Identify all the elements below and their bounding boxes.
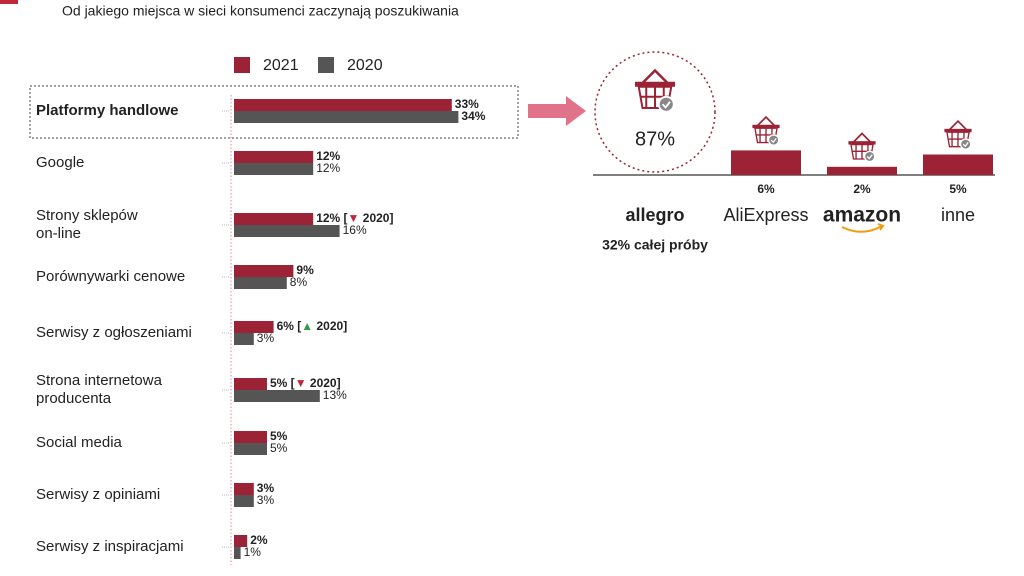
basket-rim <box>752 124 780 129</box>
legend-label: 2020 <box>347 57 383 74</box>
category-label: Platformy handlowe <box>36 102 179 119</box>
basket-tick <box>866 154 873 160</box>
value-label: 13% <box>323 388 347 402</box>
bar <box>234 483 254 495</box>
legend-label: 2021 <box>263 57 299 74</box>
basket-icon <box>752 115 780 146</box>
bar <box>234 213 314 225</box>
bar <box>234 163 314 175</box>
basket-check <box>959 138 972 150</box>
value-label: 6% <box>757 182 775 196</box>
bar <box>234 151 314 163</box>
basket-rim <box>635 81 675 87</box>
bar <box>234 111 459 123</box>
bar <box>731 150 801 175</box>
corner-mark <box>0 0 18 4</box>
bar <box>234 431 267 443</box>
value-label: 5% <box>270 441 288 455</box>
legend-swatch <box>318 57 334 73</box>
category-label: Porównywarki cenowe <box>36 268 185 285</box>
value-label: 87% <box>635 128 675 150</box>
value-label: 12% <box>316 149 340 163</box>
basket-tick <box>661 101 671 109</box>
basket-icon <box>848 132 876 163</box>
value-label: 3% <box>257 493 275 507</box>
value-label: 1% <box>244 545 262 559</box>
note: 32% całej próby <box>602 237 708 253</box>
bar <box>923 154 993 175</box>
basket-handle <box>756 115 776 127</box>
value-label: 5% <box>270 429 288 443</box>
category-label: Serwisy z ogłoszeniami <box>36 324 192 341</box>
basket-rim <box>944 128 972 133</box>
bar <box>234 277 287 289</box>
basket-handle <box>852 132 872 143</box>
value-label: 16% <box>343 223 367 237</box>
category-label: Strony sklepów on-line <box>36 207 138 242</box>
value-label: 2% <box>250 533 268 547</box>
value-label: 5% <box>949 182 967 196</box>
category-label: Google <box>36 154 84 171</box>
bar <box>234 333 254 345</box>
share-circle <box>594 51 716 173</box>
platform-logo: allegro <box>625 205 684 225</box>
platform-logo: amazon <box>823 204 901 227</box>
basket-check <box>657 95 675 113</box>
basket-rim <box>848 141 876 145</box>
bar <box>234 443 267 455</box>
basket-tick <box>962 142 969 148</box>
bar <box>234 321 274 333</box>
bar <box>234 378 267 390</box>
platform-logo: inne <box>941 205 975 225</box>
bar <box>234 99 452 111</box>
value-label: 12% <box>316 161 340 175</box>
bar <box>234 547 241 559</box>
value-label: 33% <box>455 97 479 111</box>
basket-check <box>767 134 780 146</box>
amazon-smile <box>841 223 885 233</box>
value-label: 9% <box>296 263 314 277</box>
chart-title: Od jakiego miejsca w sieci konsumenci za… <box>62 3 459 19</box>
value-label: 3% <box>257 481 275 495</box>
bar <box>234 265 294 277</box>
value-label: 8% <box>290 275 308 289</box>
value-label: 6% [▲ 2020] <box>277 319 348 333</box>
highlight-box <box>29 85 519 139</box>
legend-swatch <box>234 57 250 73</box>
bar <box>827 166 897 175</box>
basket-icon <box>635 68 675 113</box>
arrow <box>528 96 586 126</box>
bar <box>234 390 320 402</box>
basket-handle <box>948 119 968 131</box>
value-label: 5% [▼ 2020] <box>270 376 341 390</box>
bar <box>234 535 248 547</box>
basket-handle <box>641 68 669 84</box>
basket-icon <box>944 119 972 150</box>
value-label: 12% [▼ 2020] <box>316 211 393 225</box>
value-label: 2% <box>853 182 871 196</box>
basket-tick <box>770 137 777 144</box>
value-label: 34% <box>461 109 485 123</box>
value-label: 3% <box>257 331 275 345</box>
bar <box>234 495 254 507</box>
basket-check <box>863 150 876 163</box>
bar <box>234 225 340 237</box>
category-label: Strona internetowa producenta <box>36 372 163 407</box>
category-label: Social media <box>36 434 123 451</box>
category-label: Serwisy z opiniami <box>36 486 160 503</box>
category-label: Serwisy z inspiracjami <box>36 538 184 555</box>
platform-logo: AliExpress <box>723 205 808 225</box>
